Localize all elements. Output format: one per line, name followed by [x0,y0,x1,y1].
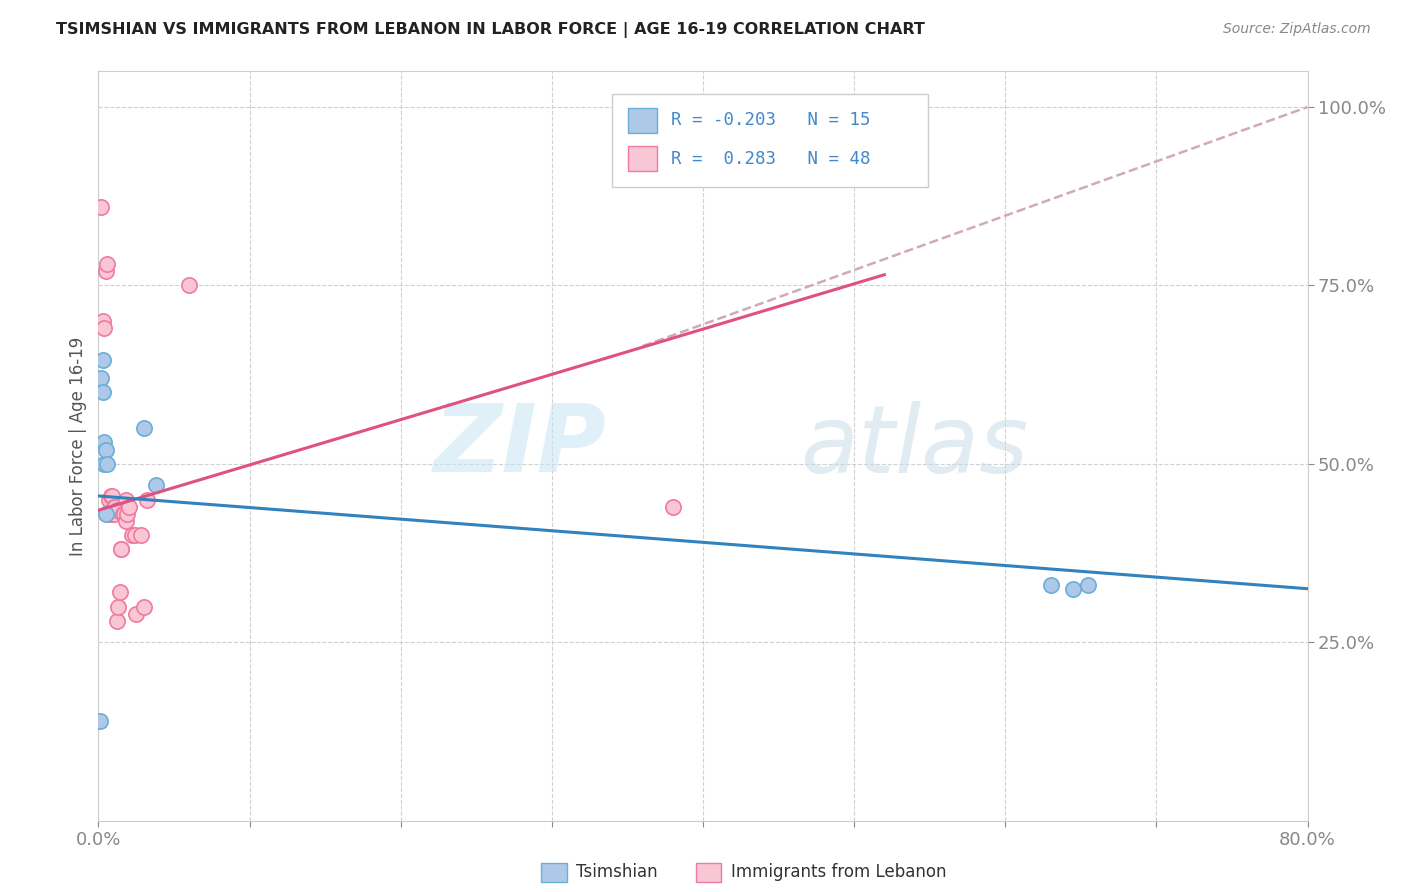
Point [179,278,201,293]
Point [91,314,114,328]
Point [124,528,146,542]
Point [98,507,121,521]
Point [104,500,127,514]
Point [110,542,132,557]
Point [105,503,128,517]
Point [91,353,114,368]
Text: TSIMSHIAN VS IMMIGRANTS FROM LEBANON IN LABOR FORCE | AGE 16-19 CORRELATION CHAR: TSIMSHIAN VS IMMIGRANTS FROM LEBANON IN … [56,22,925,38]
Text: R = -0.203   N = 15: R = -0.203 N = 15 [671,112,870,129]
Point [661,500,683,514]
Text: ZIP: ZIP [433,400,606,492]
Point [103,500,125,514]
Point [118,500,141,514]
Point [135,492,157,507]
Point [96,257,118,271]
Point [101,507,124,521]
Point [96,457,118,471]
Point [121,528,143,542]
Point [89,714,111,728]
Point [91,385,114,400]
Point [103,507,125,521]
Point [94,264,117,278]
Point [100,489,122,503]
Point [145,478,167,492]
Point [1039,578,1062,592]
Point [101,503,124,517]
Point [132,421,155,435]
Text: Immigrants from Lebanon: Immigrants from Lebanon [731,863,946,881]
Text: Tsimshian: Tsimshian [576,863,658,881]
Point [107,599,129,614]
Text: Source: ZipAtlas.com: Source: ZipAtlas.com [1223,22,1371,37]
Point [93,435,115,450]
Point [93,457,115,471]
Point [1062,582,1084,596]
Point [115,507,138,521]
Point [114,492,136,507]
Point [108,585,131,599]
Point [125,607,148,621]
Point [98,492,121,507]
Point [111,507,134,521]
Point [105,614,128,628]
Point [90,200,112,214]
Point [94,507,117,521]
Point [101,489,124,503]
Point [1077,578,1099,592]
Point [93,321,115,335]
Text: R =  0.283   N = 48: R = 0.283 N = 48 [671,150,870,168]
Text: atlas: atlas [800,401,1028,491]
Y-axis label: In Labor Force | Age 16-19: In Labor Force | Age 16-19 [69,336,87,556]
Point [110,542,132,557]
Point [112,507,135,521]
Point [129,528,152,542]
Point [132,599,155,614]
Point [114,514,136,528]
Point [90,371,112,385]
Point [94,442,117,457]
